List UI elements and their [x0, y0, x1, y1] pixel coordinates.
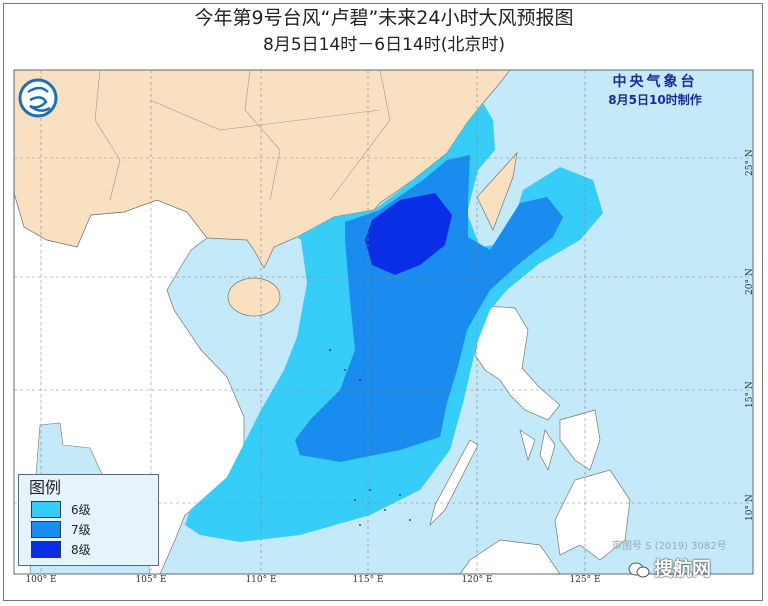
taiwan-island [476, 151, 518, 231]
hainan-island [227, 277, 281, 317]
lat-label: 10° N [745, 494, 755, 521]
lon-label: 110° E [245, 575, 277, 585]
lon-label: 115° E [352, 575, 384, 585]
cma-logo-icon [18, 78, 58, 118]
province-borders [94, 70, 391, 201]
legend-label: 8级 [71, 542, 91, 557]
legend: 图例 6级 7级 8级 [18, 474, 159, 566]
map-title: 今年第9号台风“卢碧”未来24小时大风预报图 [194, 7, 574, 29]
legend-swatch [31, 540, 61, 558]
lat-label: 15° N [745, 381, 755, 408]
wind-zone-8 [365, 193, 452, 275]
map-approval-number: 审图号 S (2019) 3082号 [612, 541, 727, 552]
watermark: 搜航网 [654, 558, 712, 580]
lon-label: 100° E [25, 575, 57, 585]
reef-islands [329, 349, 411, 526]
legend-item-7: 7级 [31, 520, 91, 538]
lat-label: 20° N [745, 268, 755, 295]
lon-label: 120° E [461, 575, 493, 585]
legend-label: 6级 [71, 502, 91, 517]
legend-swatch [31, 500, 61, 518]
legend-item-6: 6级 [31, 500, 91, 518]
legend-title: 图例 [29, 478, 62, 497]
map-border [13, 69, 754, 575]
legend-item-8: 8级 [31, 540, 91, 558]
issue-time: 8月5日10时制作 [608, 93, 702, 107]
lon-label: 125° E [569, 575, 601, 585]
agency-name: 中央气象台 [612, 74, 698, 90]
lon-label: 105° E [135, 575, 167, 585]
southern-islands [429, 409, 631, 574]
wechat-icon [628, 562, 650, 578]
page-frame [3, 3, 763, 601]
map-subtitle: 8月5日14时－6日14时(北京时) [263, 35, 505, 55]
legend-label: 7级 [71, 522, 91, 537]
wind-zone-7 [295, 155, 563, 462]
philippines-land [474, 305, 561, 421]
lat-label: 25° N [745, 149, 755, 176]
legend-swatch [31, 520, 61, 538]
